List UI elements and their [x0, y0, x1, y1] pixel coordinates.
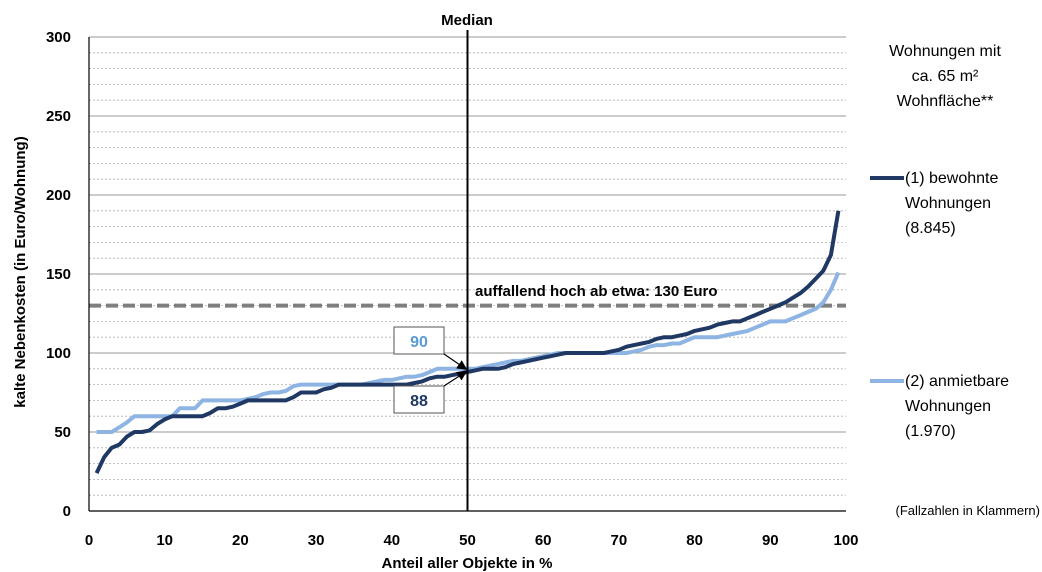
- legend-label: (2) anmietbare Wohnungen (1.970): [905, 373, 1009, 440]
- x-tick-label: 40: [383, 532, 400, 549]
- callout-value: 90: [410, 334, 428, 351]
- legend-label-line: (8.845): [905, 220, 956, 237]
- median-label: Median: [441, 12, 493, 29]
- x-tick-label: 90: [762, 532, 779, 549]
- legend-title-line: Wohnfläche**: [897, 93, 994, 110]
- x-tick-label: 10: [156, 532, 173, 549]
- y-tick-label: 0: [63, 503, 71, 520]
- x-tick-label: 100: [833, 532, 858, 549]
- tick-labels: 0 50 100 150 200 250 300 0 10 20 30 40 50 60 70 80 90 100: [46, 29, 859, 549]
- x-tick-label: 20: [232, 532, 249, 549]
- x-tick-label: 50: [459, 532, 476, 549]
- y-tick-label: 150: [46, 266, 71, 283]
- legend-label-line: (2) anmietbare: [905, 373, 1009, 390]
- callout-arrow: [444, 354, 466, 369]
- y-tick-label: 50: [54, 424, 71, 441]
- legend-label-line: Wohnungen: [905, 398, 991, 415]
- y-tick-label: 250: [46, 108, 71, 125]
- x-tick-label: 30: [308, 532, 325, 549]
- legend-label: (1) bewohnte Wohnungen (8.845): [905, 170, 998, 237]
- y-axis-title: kalte Nebenkosten (in Euro/Wohnung): [12, 136, 29, 407]
- legend: Wohnungen mit ca. 65 m² Wohnfläche** (1) b…: [870, 43, 1009, 440]
- x-axis-title: Anteil aller Objekte in %: [382, 555, 553, 572]
- legend-title-line: ca. 65 m²: [912, 68, 979, 85]
- callout-value: 88: [410, 393, 428, 410]
- legend-title: Wohnungen mit ca. 65 m² Wohnfläche**: [889, 43, 1001, 110]
- x-tick-label: 70: [611, 532, 628, 549]
- y-tick-label: 300: [46, 29, 71, 46]
- case-count-note: (Fallzahlen in Klammern): [896, 503, 1041, 518]
- y-tick-label: 200: [46, 187, 71, 204]
- legend-title-line: Wohnungen mit: [889, 43, 1001, 60]
- y-tick-label: 100: [46, 345, 71, 362]
- x-tick-label: 80: [686, 532, 703, 549]
- legend-label-line: (1) bewohnte: [905, 170, 998, 187]
- legend-label-line: (1.970): [905, 423, 956, 440]
- legend-label-line: Wohnungen: [905, 195, 991, 212]
- legend-items: (1) bewohnte Wohnungen (8.845) (2) anmietba…: [870, 170, 1009, 440]
- threshold-label: auffallend hoch ab etwa: 130 Euro: [475, 283, 718, 300]
- x-tick-label: 0: [85, 532, 93, 549]
- x-tick-label: 60: [535, 532, 552, 549]
